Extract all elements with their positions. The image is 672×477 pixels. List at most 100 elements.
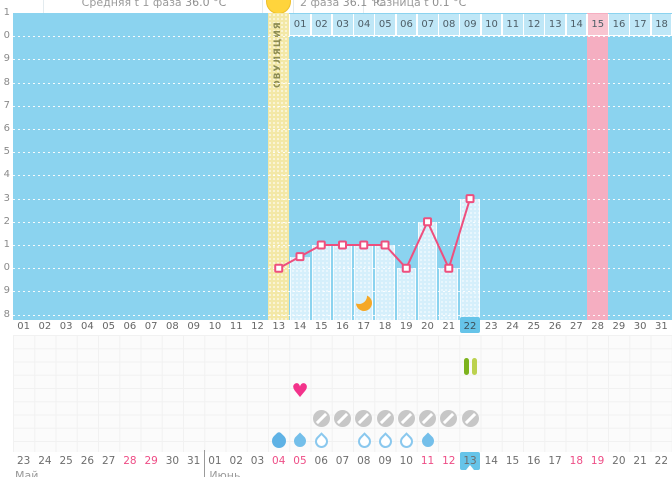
pill-icon <box>461 410 479 427</box>
temperature-point-day-13[interactable] <box>274 263 284 273</box>
pill-icon <box>440 410 458 427</box>
calendar-date[interactable]: 13 <box>463 455 477 467</box>
cycle-day-label: 27 <box>569 321 583 332</box>
pill-icon <box>312 410 330 427</box>
calendar-date[interactable]: 02 <box>229 455 243 467</box>
heart-icon: ♥ <box>291 380 309 402</box>
avg-temp-phase1: Средняя t 1 фаза 36.0 °C <box>50 0 258 11</box>
y-axis-tick: 9 <box>3 285 10 297</box>
cycle-day-label: 23 <box>484 321 498 332</box>
calendar-date[interactable]: 04 <box>272 455 286 467</box>
calendar-date[interactable]: 08 <box>357 455 371 467</box>
temperature-point-day-16[interactable] <box>338 240 347 250</box>
temperature-point-day-14[interactable] <box>295 252 305 262</box>
temperature-point-day-17[interactable] <box>359 240 369 250</box>
calendar-date[interactable]: 18 <box>569 455 584 467</box>
phase2-value: 36.1 °C <box>342 0 384 9</box>
cycle-day-label: 03 <box>59 321 73 332</box>
y-axis-tick: 3 <box>3 192 10 204</box>
gridline <box>13 129 672 130</box>
gridline <box>13 268 672 270</box>
y-axis-tick: 6 <box>3 123 10 134</box>
gridline <box>13 59 672 61</box>
temp-difference: Разница t 0.1 °C <box>373 0 466 11</box>
calendar-date[interactable]: 06 <box>314 455 328 467</box>
calendar-date[interactable]: 16 <box>527 455 541 467</box>
cycle-day-label: 20 <box>421 321 434 332</box>
pill-icon <box>376 410 394 427</box>
temperature-bar <box>439 268 459 320</box>
pill-icon <box>419 410 437 427</box>
calendar-date[interactable]: 12 <box>442 455 456 467</box>
calendar-date[interactable]: 11 <box>420 455 435 467</box>
temperature-point-day-20[interactable] <box>423 217 433 227</box>
temperature-bar <box>311 245 331 320</box>
calendar-date[interactable]: 01 <box>208 455 222 467</box>
calendar-date[interactable]: 15 <box>505 455 520 467</box>
calendar-date[interactable]: 30 <box>165 455 180 467</box>
dpo-day-cell: 05 <box>375 14 396 35</box>
calendar-date[interactable]: 28 <box>123 455 137 467</box>
calendar-date[interactable]: 24 <box>38 455 52 467</box>
calendar-date[interactable]: 14 <box>484 455 498 467</box>
temperature-bar <box>375 245 395 320</box>
cycle-day-label: 19 <box>399 321 413 332</box>
icon-grid-panel <box>13 335 672 452</box>
cycle-day-label: 21 <box>442 321 456 332</box>
temperature-point-day-22[interactable] <box>465 194 475 204</box>
dpo-day-cell: 18 <box>651 14 672 35</box>
temperature-line <box>278 198 472 272</box>
cycle-day-today-highlight[interactable] <box>459 317 481 333</box>
cycle-day-label: 11 <box>229 321 243 332</box>
calendar-date[interactable]: 10 <box>399 455 413 467</box>
calendar-date[interactable]: 31 <box>187 455 201 467</box>
dpo-day-cell: 14 <box>566 14 587 35</box>
calendar-date[interactable]: 20 <box>612 455 626 467</box>
calendar-date[interactable]: 17 <box>548 455 562 467</box>
temperature-bar <box>460 198 480 320</box>
y-axis-tick: 5 <box>3 146 10 158</box>
gridline <box>13 152 672 154</box>
y-axis-tick: 8 <box>3 308 10 320</box>
calendar-date[interactable]: 26 <box>80 455 95 467</box>
gridline <box>13 314 672 316</box>
calendar-date[interactable]: 23 <box>16 455 31 467</box>
dpo-day-cell: 10 <box>481 14 502 35</box>
gridline <box>13 198 672 200</box>
calendar-date[interactable]: 21 <box>633 455 647 467</box>
header-divider <box>262 0 263 13</box>
calendar-date[interactable]: 22 <box>654 455 669 467</box>
dpo-day-cell: 04 <box>354 14 374 35</box>
dpo-day-cell: 03 <box>332 14 353 35</box>
cycle-day-label: 15 <box>314 321 328 332</box>
month-label: Июнь <box>209 469 241 477</box>
month-divider <box>204 450 206 477</box>
calendar-today-highlight[interactable] <box>459 452 481 470</box>
temperature-point-day-15[interactable] <box>316 240 326 250</box>
calendar-date[interactable]: 29 <box>144 455 158 467</box>
temperature-point-day-18[interactable] <box>380 240 390 250</box>
phase1-value: 36.0 °C <box>185 0 227 9</box>
calendar-date[interactable]: 09 <box>378 455 392 467</box>
calendar-date[interactable]: 05 <box>293 455 307 467</box>
temperature-point-day-19[interactable] <box>401 263 411 273</box>
dpo-day-cell: 12 <box>524 14 544 35</box>
dpo-day-cell: 01 <box>290 14 310 35</box>
diff-label: Разница t <box>373 0 429 9</box>
cycle-day-label: 17 <box>357 321 371 332</box>
dpo-day-cell: 11 <box>502 14 523 35</box>
expected-period-stripe <box>586 13 609 320</box>
temperature-bar <box>290 256 310 320</box>
calendar-date[interactable]: 27 <box>101 455 116 467</box>
temperature-point-day-21[interactable] <box>444 263 454 273</box>
temperature-bar <box>417 221 438 320</box>
calendar-date[interactable]: 03 <box>250 455 265 467</box>
dpo-day-cell: 09 <box>460 14 481 35</box>
calendar-date[interactable]: 25 <box>59 455 73 467</box>
cycle-day-label: 07 <box>144 321 158 332</box>
y-axis-tick: 7 <box>3 99 10 111</box>
cycle-day-label: 14 <box>293 321 307 332</box>
cycle-day-label: 04 <box>81 321 94 332</box>
calendar-date[interactable]: 19 <box>590 455 605 467</box>
calendar-date[interactable]: 07 <box>335 455 350 467</box>
